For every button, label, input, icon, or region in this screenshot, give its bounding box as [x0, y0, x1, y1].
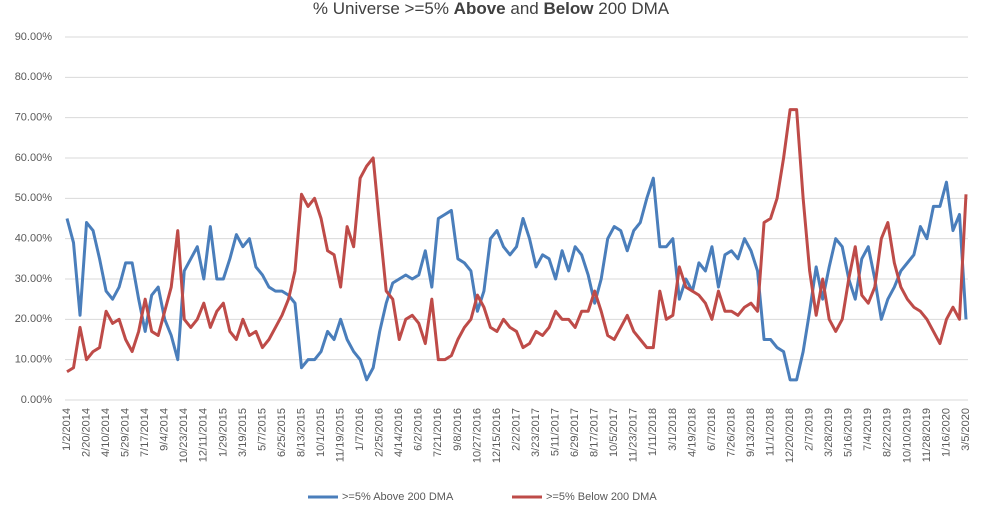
- x-tick-label: 6/29/2017: [569, 408, 581, 457]
- title-part: % Universe >=5%: [313, 0, 454, 18]
- x-tick-label: 11/23/2017: [628, 408, 640, 462]
- y-tick-label: 70.00%: [15, 112, 53, 124]
- series-line: [66, 108, 968, 374]
- x-tick-label: 10/1/2015: [315, 408, 327, 457]
- x-tick-label: 1/11/2018: [647, 408, 659, 456]
- x-tick-label: 6/2/2016: [413, 408, 425, 451]
- x-tick-label: 1/29/2015: [217, 408, 229, 457]
- x-tick-label: 2/20/2014: [80, 408, 92, 457]
- x-tick-label: 6/25/2015: [276, 408, 288, 457]
- x-tick-label: 1/16/2020: [940, 408, 952, 457]
- y-tick-label: 40.00%: [15, 233, 53, 245]
- title-part: Below: [543, 0, 594, 18]
- x-tick-label: 4/10/2014: [100, 408, 112, 457]
- y-tick-label: 60.00%: [15, 152, 53, 164]
- x-tick-label: 12/11/2014: [198, 408, 210, 462]
- x-tick-label: 10/5/2017: [608, 408, 620, 457]
- x-tick-label: 9/8/2016: [452, 408, 464, 451]
- x-tick-label: 2/25/2016: [374, 408, 386, 457]
- x-tick-label: 11/1/2018: [764, 408, 776, 456]
- chart-title: % Universe >=5% Above and Below 200 DMA: [313, 0, 670, 18]
- x-tick-label: 10/27/2016: [471, 408, 483, 463]
- x-tick-label: 8/13/2015: [295, 408, 307, 457]
- title-part: 200 DMA: [594, 0, 670, 18]
- x-tick-label: 3/1/2018: [667, 408, 679, 451]
- x-tick-label: 7/4/2019: [862, 408, 874, 451]
- y-tick-label: 0.00%: [21, 394, 52, 406]
- y-tick-label: 20.00%: [15, 313, 53, 325]
- y-tick-label: 50.00%: [15, 192, 53, 204]
- x-tick-label: 11/19/2015: [335, 408, 347, 462]
- x-tick-label: 8/17/2017: [589, 408, 601, 457]
- x-tick-label: 6/7/2018: [706, 408, 718, 451]
- y-tick-label: 80.00%: [15, 71, 53, 83]
- y-tick-label: 30.00%: [15, 273, 53, 285]
- x-tick-label: 2/7/2019: [804, 408, 816, 451]
- x-tick-label: 5/7/2015: [256, 408, 268, 451]
- x-tick-label: 10/10/2019: [901, 408, 913, 463]
- x-tick-label: 2/2/2017: [510, 408, 522, 451]
- x-tick-label: 12/15/2016: [491, 408, 503, 463]
- x-tick-label: 9/4/2014: [159, 408, 171, 451]
- x-tick-label: 4/14/2016: [393, 408, 405, 457]
- x-tick-label: 7/26/2018: [725, 408, 737, 457]
- y-tick-label: 90.00%: [15, 31, 53, 43]
- x-tick-label: 5/29/2014: [120, 408, 132, 457]
- x-tick-label: 5/11/2017: [549, 408, 561, 456]
- x-tick-label: 5/16/2019: [843, 408, 855, 457]
- x-tick-label: 3/28/2019: [823, 408, 835, 457]
- x-tick-label: 3/23/2017: [530, 408, 542, 457]
- title-part: and: [506, 0, 544, 18]
- x-tick-label: 8/22/2019: [882, 408, 894, 457]
- title-part: Above: [454, 0, 506, 18]
- x-tick-label: 1/7/2016: [354, 408, 366, 451]
- x-tick-label: 1/2/2014: [61, 408, 73, 451]
- x-tick-label: 4/19/2018: [686, 408, 698, 457]
- x-tick-label: 7/21/2016: [432, 408, 444, 457]
- legend-label: >=5% Below 200 DMA: [546, 491, 657, 503]
- y-tick-label: 10.00%: [15, 354, 53, 366]
- series-line: [65, 176, 968, 382]
- x-tick-label: 7/17/2014: [139, 408, 151, 457]
- x-tick-label: 12/20/2018: [784, 408, 796, 463]
- x-tick-label: 9/13/2018: [745, 408, 757, 457]
- legend-label: >=5% Above 200 DMA: [342, 491, 454, 503]
- x-tick-label: 10/23/2014: [178, 408, 190, 463]
- x-tick-label: 11/28/2019: [921, 408, 933, 462]
- x-tick-label: 3/5/2020: [960, 408, 972, 451]
- x-tick-label: 3/19/2015: [237, 408, 249, 457]
